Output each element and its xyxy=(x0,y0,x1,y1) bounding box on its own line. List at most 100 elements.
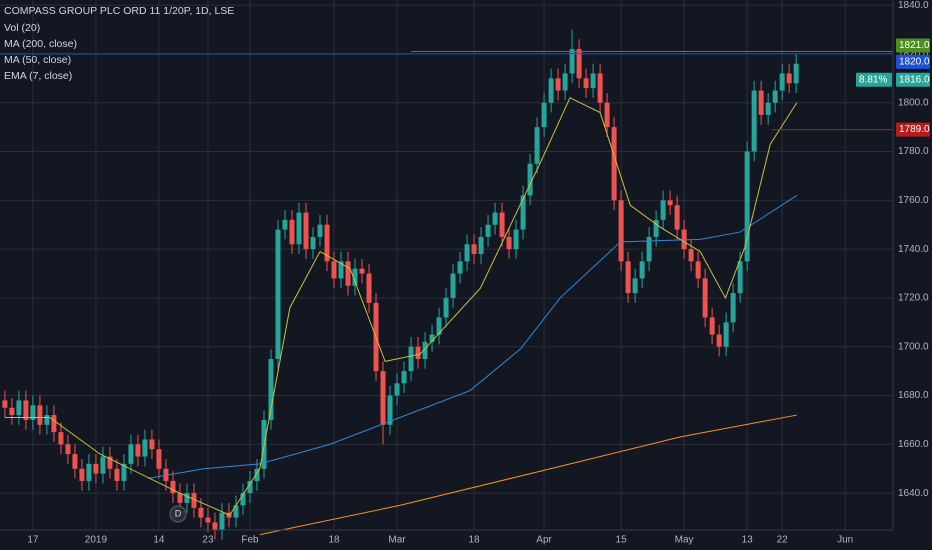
candle-body xyxy=(107,456,113,469)
candle-body xyxy=(562,73,568,91)
dividend-marker: D xyxy=(169,505,187,523)
candle-body xyxy=(674,205,680,230)
candle-body xyxy=(485,224,491,237)
candle-body xyxy=(310,236,316,250)
change-label-box xyxy=(856,72,892,87)
candle-body xyxy=(457,261,463,274)
candle-body xyxy=(541,102,547,128)
candle-body xyxy=(751,90,757,152)
candle-body xyxy=(779,73,785,91)
candle-body xyxy=(219,512,225,530)
price-line-label: 1789.0 xyxy=(899,124,930,135)
candle-body xyxy=(79,468,85,481)
candle-body xyxy=(128,444,134,464)
candle-body xyxy=(632,278,638,294)
candle-body xyxy=(114,468,120,481)
candle-body xyxy=(422,341,428,359)
candle-body xyxy=(331,261,337,279)
chart-title: COMPASS GROUP PLC ORD 11 1/20P, 1D, LSE xyxy=(4,5,234,17)
candle-body xyxy=(464,244,470,262)
indicator-label: Vol (20) xyxy=(4,22,40,34)
y-tick-label: 1680.0 xyxy=(898,390,929,401)
candle-body xyxy=(695,261,701,279)
candle-body xyxy=(317,224,323,237)
candle-body xyxy=(513,229,519,250)
x-tick-label: Feb xyxy=(241,535,259,546)
candle-body xyxy=(583,78,589,89)
candle-body xyxy=(716,334,722,347)
x-tick-label: 15 xyxy=(616,535,628,546)
indicator-line xyxy=(4,97,798,516)
candle-body xyxy=(401,371,407,384)
candle-body xyxy=(786,73,792,84)
candle-body xyxy=(730,293,736,323)
candle-body xyxy=(555,78,561,91)
indicator-label: MA (200, close) xyxy=(4,38,77,50)
candle-body xyxy=(51,415,57,433)
change-label: 8.81% xyxy=(859,74,887,85)
candle-body xyxy=(65,444,71,455)
candle-body xyxy=(233,505,239,518)
price-line-label-box xyxy=(896,38,930,53)
candle-body xyxy=(653,219,659,237)
candle-body xyxy=(191,493,197,508)
candle-body xyxy=(177,493,183,503)
x-tick-label: Apr xyxy=(536,535,552,546)
x-tick-label: 2019 xyxy=(85,535,108,546)
candle-body xyxy=(37,405,43,425)
candle-body xyxy=(268,358,274,420)
candle-body xyxy=(639,261,645,279)
candle-body xyxy=(100,456,106,474)
x-tick-label: Jun xyxy=(837,535,853,546)
candle-body xyxy=(142,439,148,457)
candle-body xyxy=(471,244,477,255)
candle-body xyxy=(688,249,694,262)
candle-body xyxy=(86,463,92,481)
candle-body xyxy=(569,49,575,74)
indicator-line xyxy=(147,195,798,480)
candle-body xyxy=(723,322,729,347)
candle-body xyxy=(121,463,127,481)
candle-body xyxy=(72,454,78,469)
price-line-label: 1820.0 xyxy=(899,57,930,68)
legend: COMPASS GROUP PLC ORD 11 1/20P, 1D, LSE … xyxy=(4,5,234,82)
candle-body xyxy=(646,236,652,262)
candle-body xyxy=(548,78,554,103)
candle-body xyxy=(366,273,372,303)
x-tick-label: 22 xyxy=(777,535,789,546)
candle-body xyxy=(387,395,393,425)
last-price-label-box xyxy=(896,72,930,87)
x-tick-label: 13 xyxy=(742,535,754,546)
indicator-label: MA (50, close) xyxy=(4,54,71,66)
candle-body xyxy=(380,371,386,425)
candle-body xyxy=(625,261,631,294)
candle-body xyxy=(359,268,365,274)
candle-body xyxy=(590,73,596,89)
candle-body xyxy=(247,480,253,494)
candle-body xyxy=(499,212,505,237)
candle-body xyxy=(709,317,715,335)
price-line-label: 1821.0 xyxy=(899,40,930,51)
indicator-line xyxy=(259,414,797,536)
x-tick-label: 18 xyxy=(468,535,480,546)
x-tick-label: 18 xyxy=(328,535,340,546)
candle-body xyxy=(170,480,176,494)
candle-body xyxy=(93,463,99,474)
candle-body xyxy=(478,236,484,255)
candle-body xyxy=(744,151,750,262)
candle-body xyxy=(660,200,666,220)
y-tick-label: 1780.0 xyxy=(898,146,929,157)
candle-body xyxy=(758,90,764,115)
candle-body xyxy=(240,493,246,506)
price-line-label-box xyxy=(896,122,930,137)
y-tick-label: 1640.0 xyxy=(898,488,929,499)
candle-body xyxy=(16,400,22,416)
candle-body xyxy=(254,468,260,481)
y-tick-label: 1720.0 xyxy=(898,293,929,304)
candle-body xyxy=(198,507,204,518)
candle-body xyxy=(184,493,190,503)
candle-body xyxy=(597,73,603,103)
